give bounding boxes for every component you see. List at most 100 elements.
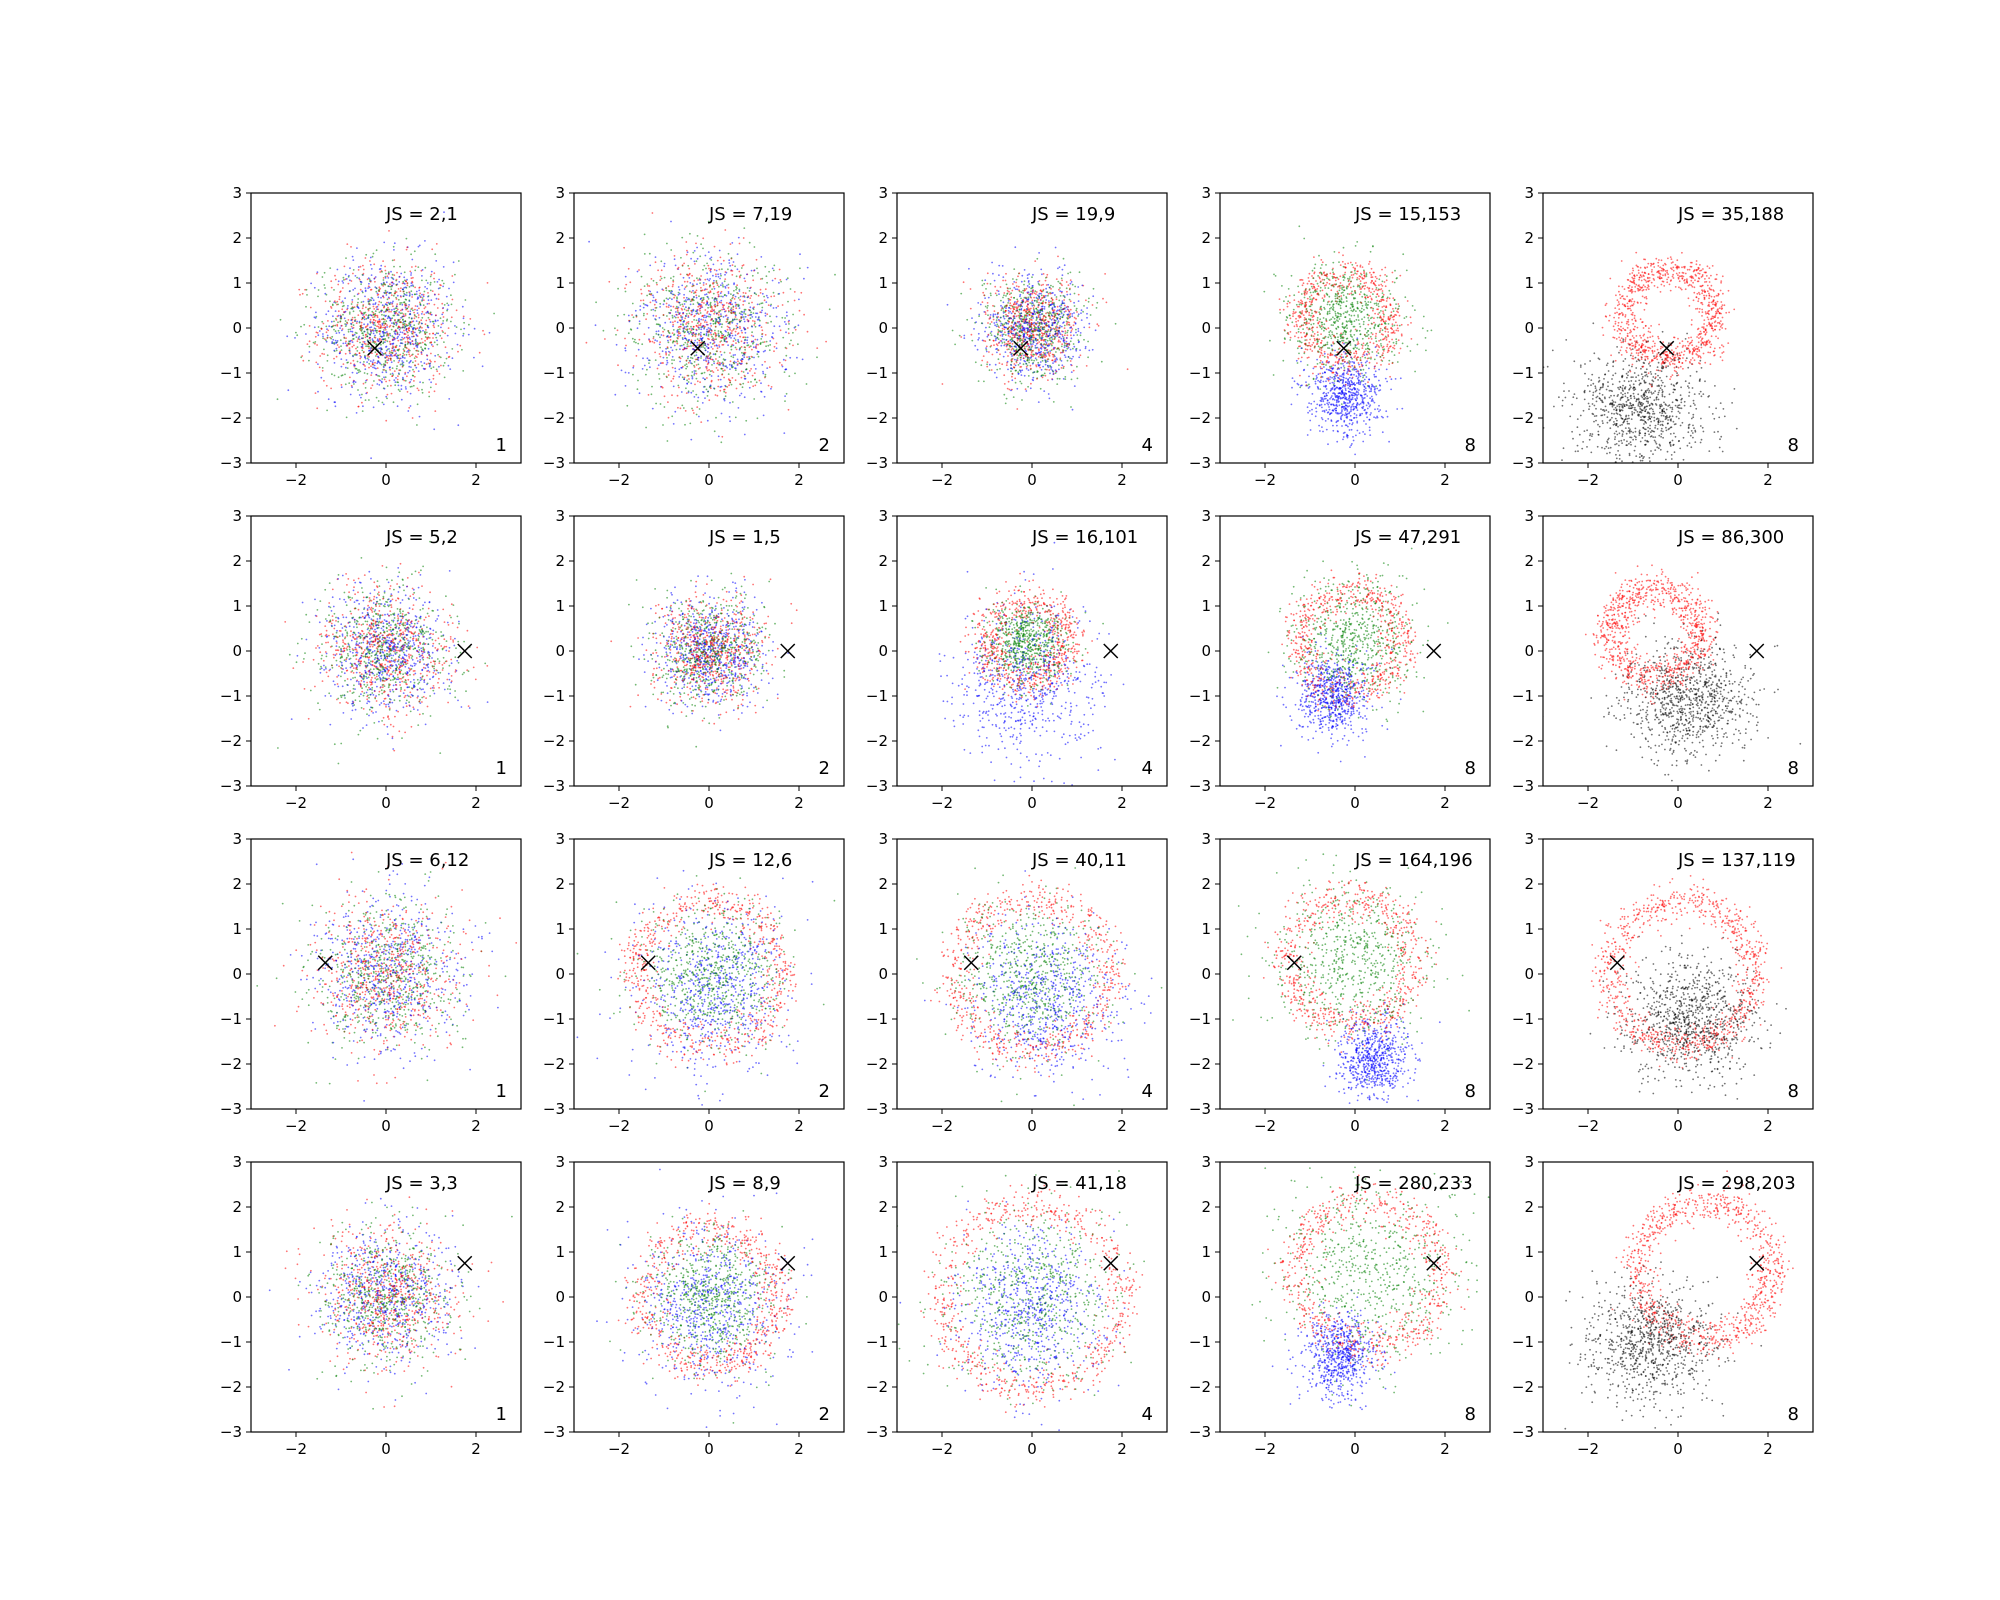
scatter-point	[665, 347, 667, 350]
scatter-point	[816, 347, 819, 349]
scatter-point	[731, 270, 734, 272]
scatter-point	[681, 366, 683, 369]
scatter-point	[724, 278, 727, 280]
scatter-point	[409, 355, 411, 358]
scatter-point	[1052, 373, 1055, 375]
scatter-point	[670, 220, 672, 223]
scatter-point	[339, 350, 342, 353]
scatter-point	[642, 299, 645, 302]
scatter-point	[688, 273, 691, 276]
scatter-point	[676, 268, 679, 270]
scatter-point	[333, 374, 336, 377]
scatter-point	[654, 318, 656, 320]
scatter-point	[703, 385, 706, 388]
scatter-point	[1069, 279, 1072, 281]
scatter-point	[1003, 323, 1006, 325]
scatter-point	[421, 299, 424, 301]
scatter-point	[428, 362, 431, 365]
scatter-point	[1032, 273, 1034, 276]
scatter-point	[717, 316, 720, 319]
scatter-point	[424, 331, 426, 334]
scatter-point	[782, 336, 785, 339]
scatter-point	[346, 344, 349, 347]
scatter-point	[668, 297, 671, 299]
scatter-point	[643, 364, 646, 367]
scatter-point	[657, 330, 660, 332]
scatter-point	[1067, 346, 1070, 349]
scatter-point	[417, 266, 420, 268]
scatter-point	[682, 407, 685, 409]
scatter-point	[1039, 298, 1042, 301]
scatter-point	[372, 252, 375, 255]
scatter-point	[355, 336, 358, 338]
scatter-point	[698, 303, 701, 305]
scatter-point	[652, 314, 655, 317]
scatter-point	[699, 367, 701, 369]
scatter-point	[749, 370, 751, 372]
scatter-point	[674, 410, 677, 413]
scatter-point	[995, 294, 998, 297]
scatter-point	[1076, 377, 1079, 380]
scatter-point	[361, 332, 363, 335]
scatter-point	[1054, 330, 1057, 333]
scatter-point	[770, 387, 772, 390]
scatter-point	[620, 369, 623, 372]
scatter-point	[392, 314, 395, 317]
scatter-point	[407, 348, 410, 351]
scatter-point	[1021, 274, 1024, 277]
scatter-point	[1008, 326, 1011, 328]
scatter-point	[348, 340, 350, 343]
scatter-point	[380, 343, 382, 346]
scatter-point	[364, 387, 367, 389]
scatter-point	[366, 335, 369, 338]
scatter-point	[731, 334, 734, 337]
scatter-point	[732, 308, 734, 311]
scatter-point	[754, 384, 757, 387]
scatter-point	[1008, 290, 1010, 293]
scatter-point	[1049, 372, 1051, 375]
scatter-point	[384, 323, 387, 325]
y-tick-label: −3	[543, 454, 565, 472]
scatter-point	[404, 386, 407, 388]
scatter-point	[625, 283, 628, 286]
scatter-point	[693, 292, 695, 294]
scatter-point	[756, 312, 759, 315]
scatter-point	[389, 343, 392, 345]
scatter-point	[679, 360, 681, 363]
scatter-point	[391, 277, 394, 280]
scatter-point	[345, 340, 347, 343]
scatter-point	[326, 354, 329, 357]
scatter-point	[995, 325, 998, 328]
scatter-point	[705, 388, 708, 391]
scatter-point	[695, 324, 698, 327]
scatter-point	[966, 318, 969, 321]
scatter-point	[378, 286, 381, 289]
scatter-point	[732, 344, 735, 347]
scatter-point	[350, 246, 352, 248]
scatter-point	[692, 326, 695, 328]
scatter-point	[361, 312, 364, 315]
scatter-point	[1010, 330, 1013, 333]
scatter-point	[737, 341, 740, 344]
scatter-point	[1000, 304, 1002, 307]
scatter-point	[691, 362, 693, 365]
scatter-point	[1054, 372, 1057, 374]
scatter-point	[341, 280, 344, 282]
scatter-point	[301, 292, 304, 295]
scatter-point	[388, 350, 391, 353]
scatter-point	[317, 295, 319, 298]
scatter-point	[356, 340, 359, 343]
scatter-point	[702, 247, 704, 250]
scatter-point	[671, 349, 674, 352]
scatter-point	[330, 320, 333, 323]
scatter-point	[434, 253, 437, 256]
scatter-point	[418, 287, 421, 289]
scatter-point	[1004, 311, 1006, 313]
scatter-point	[681, 318, 683, 320]
scatter-point	[731, 297, 733, 300]
scatter-point	[746, 273, 748, 276]
scatter-point	[672, 323, 675, 326]
scatter-point	[390, 294, 393, 297]
scatter-point	[728, 262, 731, 264]
scatter-point	[382, 403, 385, 406]
